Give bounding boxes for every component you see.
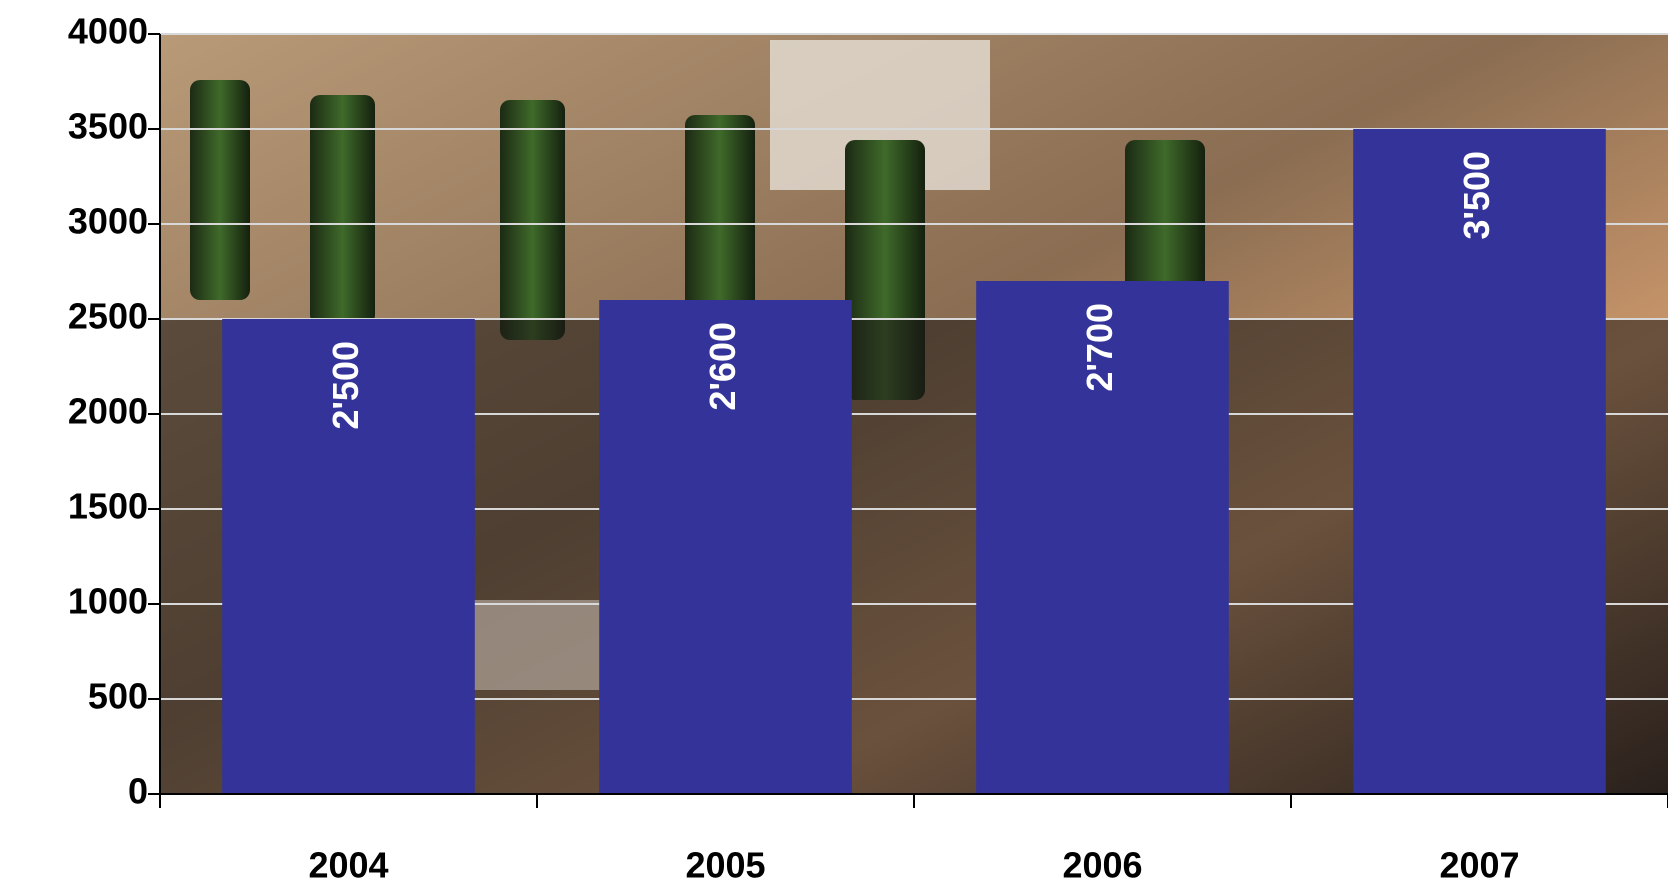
value-label: 3'500	[1456, 151, 1497, 240]
value-label: 2'700	[1079, 303, 1120, 392]
value-label: 2'500	[325, 341, 366, 430]
y-tick-label: 500	[88, 676, 148, 717]
y-tick-label: 1000	[68, 581, 148, 622]
bar	[976, 281, 1229, 794]
y-tick-label: 0	[128, 771, 148, 812]
bar	[222, 319, 475, 794]
bar	[1353, 129, 1606, 794]
y-tick-label: 3000	[68, 201, 148, 242]
y-tick-label: 2000	[68, 391, 148, 432]
y-tick-label: 3500	[68, 106, 148, 147]
y-tick-label: 2500	[68, 296, 148, 337]
x-tick-label: 2004	[308, 845, 388, 886]
bar	[599, 300, 852, 794]
x-tick-label: 2006	[1062, 845, 1142, 886]
y-tick-label: 1500	[68, 486, 148, 527]
value-label: 2'600	[702, 322, 743, 411]
y-tick-label: 4000	[68, 11, 148, 52]
x-tick-label: 2007	[1439, 845, 1519, 886]
x-tick-label: 2005	[685, 845, 765, 886]
